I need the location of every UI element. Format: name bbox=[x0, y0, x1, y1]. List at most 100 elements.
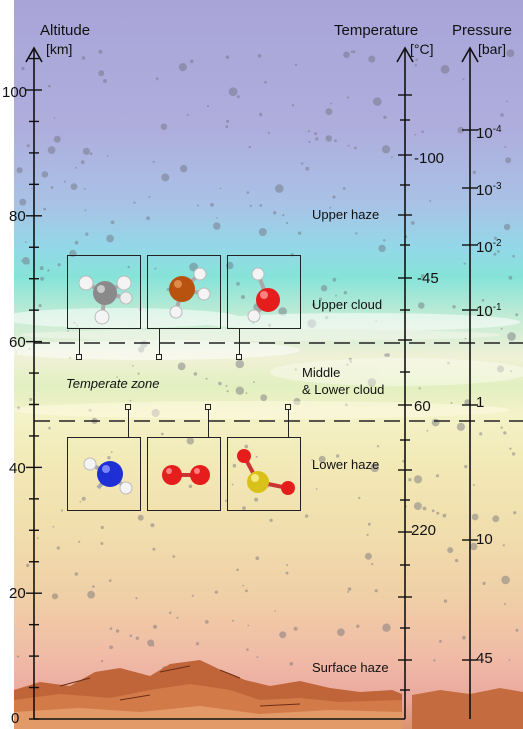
connector-line bbox=[159, 329, 160, 355]
haze-particle bbox=[343, 51, 350, 59]
haze-particle bbox=[408, 478, 412, 482]
connector-marker bbox=[125, 404, 131, 410]
pressure-unit: [bar] bbox=[478, 41, 507, 57]
pressure-axis bbox=[461, 46, 479, 719]
haze-particle bbox=[38, 304, 42, 308]
haze-particle bbox=[216, 217, 218, 219]
haze-particle bbox=[512, 254, 515, 258]
haze-particle bbox=[500, 426, 503, 429]
haze-particle bbox=[83, 187, 86, 190]
molecule-box-oxygen bbox=[147, 437, 221, 511]
haze-particle bbox=[370, 463, 380, 473]
haze-particle bbox=[152, 644, 155, 647]
molecule-box-water bbox=[227, 255, 301, 329]
haze-particle bbox=[297, 231, 302, 235]
haze-particle bbox=[376, 445, 380, 448]
haze-particle bbox=[431, 418, 440, 427]
haze-particle bbox=[347, 590, 350, 593]
haze-particle bbox=[456, 422, 465, 431]
haze-particle bbox=[274, 610, 277, 612]
haze-particle bbox=[472, 170, 477, 174]
haze-particle bbox=[179, 164, 188, 173]
haze-particle bbox=[413, 475, 423, 484]
haze-particle bbox=[103, 79, 107, 83]
haze-particle bbox=[325, 135, 333, 142]
haze-particle bbox=[110, 451, 113, 454]
haze-particle bbox=[47, 84, 51, 88]
haze-particle bbox=[320, 285, 328, 292]
haze-particle bbox=[413, 502, 422, 511]
molecule-box-phosphine bbox=[147, 255, 221, 329]
haze-particle bbox=[16, 655, 19, 658]
haze-particle bbox=[225, 384, 228, 387]
haze-particle bbox=[155, 77, 159, 81]
haze-particle bbox=[231, 483, 234, 486]
haze-particle bbox=[366, 533, 369, 537]
haze-particle bbox=[127, 265, 130, 269]
haze-particle bbox=[84, 209, 87, 212]
haze-particle bbox=[172, 555, 176, 558]
haze-particle bbox=[79, 500, 82, 503]
pressure-tick-label: 1 bbox=[476, 394, 485, 411]
haze-particle bbox=[373, 97, 382, 106]
haze-particle bbox=[31, 187, 33, 190]
haze-particle bbox=[289, 662, 294, 666]
haze-particle bbox=[60, 509, 64, 512]
haze-particle bbox=[255, 455, 258, 458]
haze-particle bbox=[106, 234, 114, 243]
haze-particle bbox=[116, 376, 118, 379]
haze-particle bbox=[82, 147, 90, 155]
haze-particle bbox=[350, 50, 354, 54]
haze-particle bbox=[426, 429, 429, 432]
haze-particle bbox=[196, 204, 199, 207]
haze-particle bbox=[330, 102, 332, 105]
haze-particle bbox=[429, 199, 432, 202]
haze-particle bbox=[509, 447, 512, 450]
haze-particle bbox=[225, 125, 229, 129]
haze-particle bbox=[336, 454, 340, 458]
haze-particle bbox=[418, 302, 425, 309]
haze-particle bbox=[24, 241, 27, 244]
haze-particle bbox=[447, 547, 454, 554]
molecule-box-sulfur-dioxide bbox=[227, 437, 301, 511]
haze-particle bbox=[503, 602, 506, 605]
haze-particle bbox=[384, 353, 388, 357]
haze-particle bbox=[335, 294, 337, 297]
haze-particle bbox=[52, 525, 55, 528]
haze-particle bbox=[355, 232, 358, 235]
haze-particle bbox=[235, 386, 244, 395]
haze-particle bbox=[273, 211, 277, 215]
haze-particle bbox=[314, 132, 318, 136]
haze-particle bbox=[282, 214, 285, 217]
haze-particle bbox=[367, 522, 371, 526]
haze-particle bbox=[275, 184, 284, 193]
haze-particle bbox=[497, 250, 500, 253]
molecule-box-ammonia bbox=[67, 437, 141, 511]
haze-particle bbox=[291, 104, 295, 107]
pressure-tick-label: 10-3 bbox=[476, 181, 502, 199]
zone-upper-haze: Upper haze bbox=[312, 207, 380, 222]
haze-particle bbox=[506, 100, 508, 103]
haze-particle bbox=[286, 564, 289, 567]
haze-particle bbox=[507, 332, 516, 341]
haze-particle bbox=[89, 152, 93, 156]
haze-particle bbox=[431, 509, 435, 513]
oxygen-icon bbox=[162, 465, 210, 485]
haze-particle bbox=[279, 631, 287, 639]
haze-particle bbox=[346, 96, 350, 99]
haze-particle bbox=[47, 146, 56, 155]
haze-particle bbox=[500, 113, 504, 117]
haze-particle bbox=[462, 78, 465, 81]
haze-particle bbox=[356, 624, 360, 628]
haze-particle bbox=[368, 55, 376, 63]
haze-particle bbox=[315, 488, 318, 490]
haze-particle bbox=[26, 144, 30, 148]
haze-particle bbox=[235, 359, 245, 369]
haze-particle bbox=[464, 399, 471, 406]
haze-particle bbox=[450, 402, 453, 405]
haze-particle bbox=[462, 635, 466, 640]
haze-particle bbox=[136, 385, 139, 389]
haze-particle bbox=[225, 55, 230, 59]
haze-particle bbox=[40, 276, 45, 281]
haze-particle bbox=[98, 49, 103, 54]
